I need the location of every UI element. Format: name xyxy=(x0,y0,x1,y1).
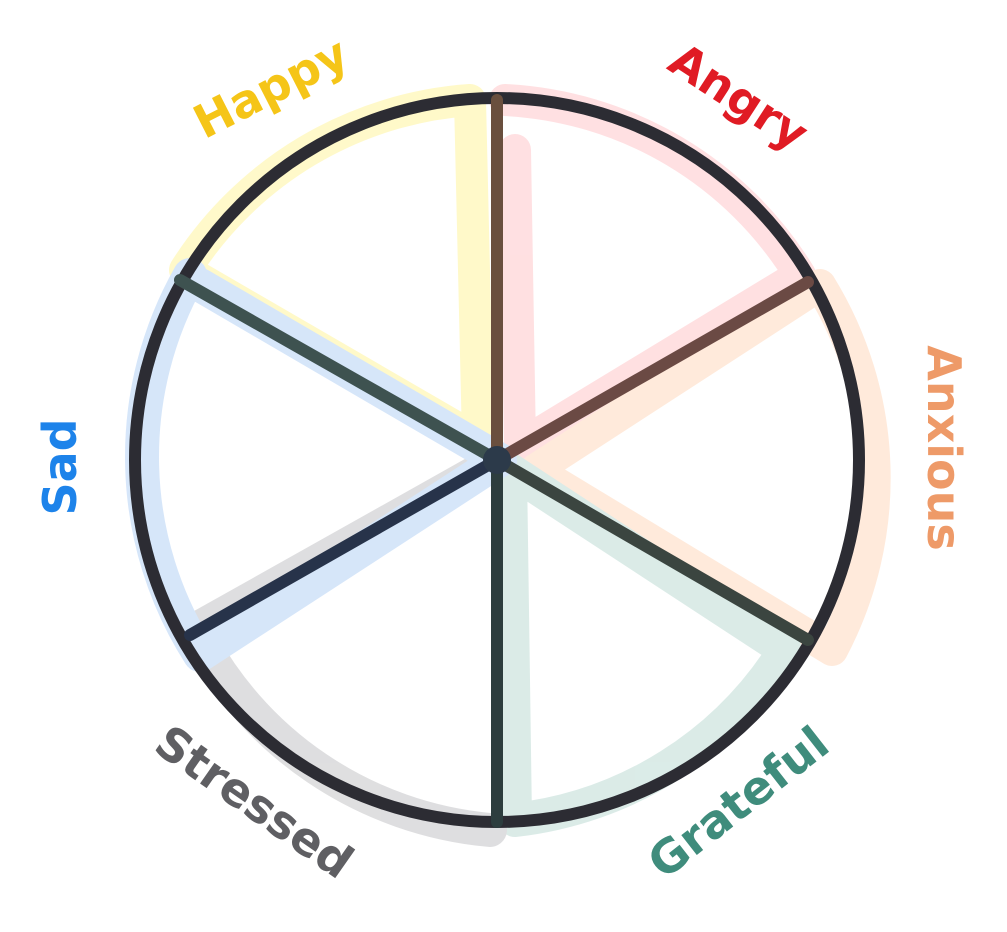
label-anxious: Anxious xyxy=(917,345,971,551)
anxious-highlight xyxy=(519,269,891,666)
wheel-hub xyxy=(483,446,511,474)
spoke-upper-left xyxy=(174,274,503,466)
spoke-lower-right xyxy=(491,454,814,646)
label-grateful: Grateful xyxy=(638,715,839,889)
spoke-upper-right xyxy=(491,276,814,466)
spoke-lower-left xyxy=(184,454,503,641)
label-sad: Sad xyxy=(33,418,87,515)
happy-highlight xyxy=(169,84,494,456)
wheel-spokes xyxy=(174,94,814,828)
label-stressed: Stressed xyxy=(145,714,363,889)
